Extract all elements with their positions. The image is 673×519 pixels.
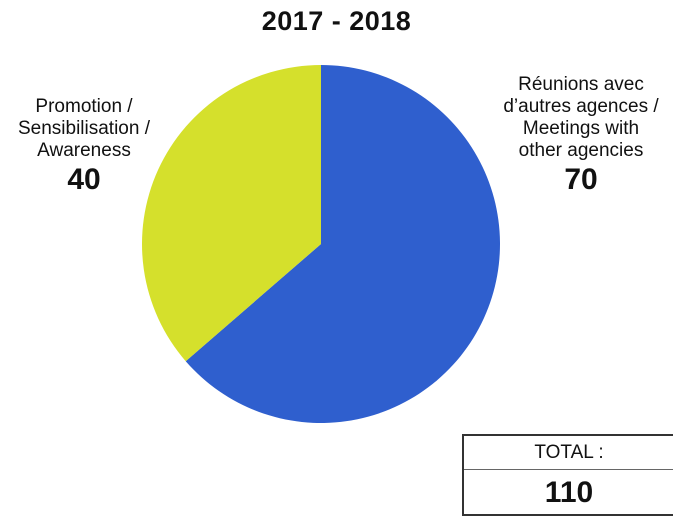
total-box: TOTAL : 110	[462, 434, 673, 516]
slice-label-line: d’autres agences /	[503, 96, 659, 117]
total-value: 110	[544, 476, 594, 509]
total-label: TOTAL :	[464, 436, 673, 470]
slice-label-line: Meetings with	[522, 118, 640, 139]
slice-value-meetings: 70	[564, 163, 598, 196]
slice-label-meetings: Réunions avec d’autres agences / Meeting…	[486, 74, 673, 198]
slice-label-promotion: Promotion / Sensibilisation / Awareness …	[0, 96, 168, 198]
pie-slice-promotion	[141, 65, 321, 362]
chart-title: 2017 - 2018	[261, 6, 412, 36]
slice-label-line: Réunions avec	[518, 74, 644, 95]
slice-label-line: Promotion /	[35, 96, 133, 117]
slice-label-line: other agencies	[518, 140, 644, 161]
slice-label-line: Sensibilisation /	[17, 118, 151, 139]
slice-label-line: Awareness	[37, 140, 131, 161]
pie-slice-meetings	[185, 65, 500, 423]
slice-value-promotion: 40	[67, 163, 101, 196]
